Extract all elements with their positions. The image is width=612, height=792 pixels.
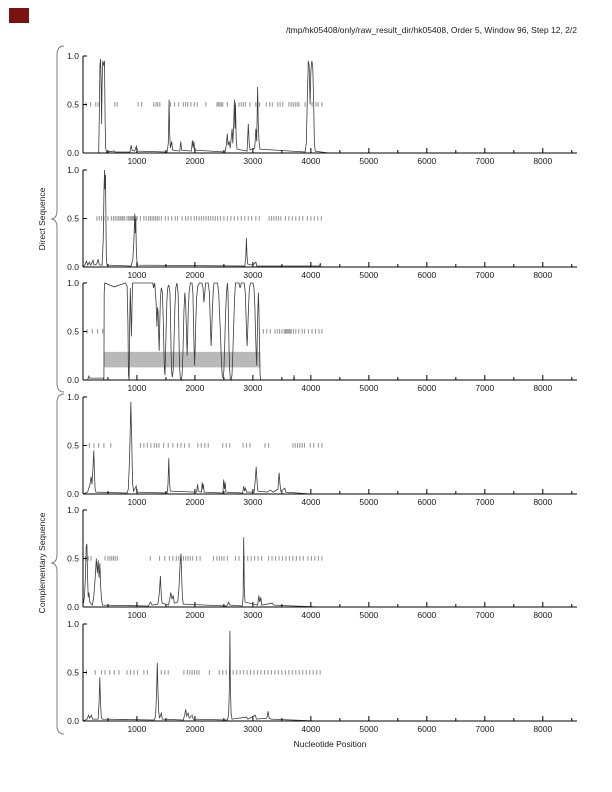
codon-marker-row <box>86 329 323 334</box>
y-tick-label: 0.0 <box>67 716 79 726</box>
x-tick-label: 3000 <box>243 724 262 734</box>
codon-marker-row <box>88 443 323 448</box>
x-tick-label: 5000 <box>359 156 378 166</box>
x-tick-label: 6000 <box>417 724 436 734</box>
x-tick-label: 6000 <box>417 383 436 393</box>
x-tick-label: 3000 <box>243 156 262 166</box>
probability-curve <box>82 401 577 495</box>
probability-curve <box>83 282 577 382</box>
y-tick-label: 1.0 <box>67 392 79 402</box>
x-tick-label: 4000 <box>301 270 320 280</box>
y-tick-label: 0.0 <box>67 489 79 499</box>
x-tick-label: 1000 <box>127 270 146 280</box>
x-tick-label: 8000 <box>533 156 552 166</box>
axes <box>82 396 577 495</box>
x-tick-label: 5000 <box>359 497 378 507</box>
x-tick-label: 3000 <box>243 497 262 507</box>
chart-panel-direct-frame-2: 1.0 0.5 0.0 1000 2000 3000 4000 5000 6000 7000 800… <box>67 165 577 280</box>
x-tick-label: 6000 <box>417 270 436 280</box>
y-tick-label: 0.5 <box>67 327 79 337</box>
y-tick-label: 0.5 <box>67 668 79 678</box>
y-tick-label: 0.5 <box>67 100 79 110</box>
x-tick-label: 2000 <box>185 610 204 620</box>
corner-marker <box>9 8 29 23</box>
y-tick-label: 1.0 <box>67 278 79 288</box>
codon-marker-row <box>85 670 321 675</box>
y-tick-label: 0.5 <box>67 441 79 451</box>
probability-curve <box>82 630 577 722</box>
x-tick-label: 3000 <box>243 383 262 393</box>
x-tick-label: 7000 <box>475 156 494 166</box>
x-tick-label: 1000 <box>127 610 146 620</box>
x-tick-label: 3000 <box>243 270 262 280</box>
axes <box>82 169 577 268</box>
x-tick-label: 8000 <box>533 497 552 507</box>
codon-marker-row <box>96 216 322 221</box>
x-tick-label: 6000 <box>417 610 436 620</box>
chart-panel-direct-frame-1: 1.0 0.5 0.0 1000 2000 3000 4000 5000 6000 7000 800… <box>67 51 577 166</box>
y-tick-label: 1.0 <box>67 51 79 61</box>
x-tick-label: 7000 <box>475 610 494 620</box>
x-tick-label: 1000 <box>127 497 146 507</box>
chart-panel-direct-frame-3: 1.0 0.5 0.0 1000 2000 3000 4000 5000 6000 7000 800… <box>67 278 577 393</box>
probability-curve <box>82 537 577 608</box>
probability-curve <box>83 58 577 154</box>
x-tick-label: 8000 <box>533 610 552 620</box>
x-tick-label: 5000 <box>359 383 378 393</box>
codon-marker-row <box>85 102 323 107</box>
x-tick-label: 8000 <box>533 724 552 734</box>
y-tick-label: 0.0 <box>67 148 79 158</box>
x-tick-label: 8000 <box>533 383 552 393</box>
chart-panel-complementary-frame-3: 1.0 0.5 0.0 1000 2000 3000 4000 5000 6000 7000 800… <box>67 619 577 734</box>
x-tick-label: 6000 <box>417 156 436 166</box>
x-tick-label: 8000 <box>533 270 552 280</box>
probability-curve <box>82 169 577 268</box>
axes <box>82 509 577 608</box>
y-tick-label: 1.0 <box>67 165 79 175</box>
x-tick-label: 1000 <box>127 724 146 734</box>
y-tick-label: 0.5 <box>67 214 79 224</box>
chart-panel-complementary-frame-2: 1.0 0.5 0.0 1000 2000 3000 4000 5000 6000 7000 800… <box>67 505 577 620</box>
y-tick-label: 0.5 <box>67 554 79 564</box>
axes <box>82 55 577 154</box>
codon-marker-row <box>84 556 323 561</box>
x-tick-label: 4000 <box>301 610 320 620</box>
x-tick-label: 6000 <box>417 497 436 507</box>
x-tick-label: 2000 <box>185 383 204 393</box>
x-tick-label: 2000 <box>185 156 204 166</box>
x-tick-label: 4000 <box>301 156 320 166</box>
x-tick-label: 7000 <box>475 270 494 280</box>
x-tick-label: 5000 <box>359 724 378 734</box>
axes <box>82 623 577 722</box>
chart-panel-complementary-frame-1: 1.0 0.5 0.0 1000 2000 3000 4000 5000 6000 7000 800… <box>67 392 577 507</box>
x-tick-label: 3000 <box>243 610 262 620</box>
x-tick-label: 5000 <box>359 270 378 280</box>
y-tick-label: 0.0 <box>67 262 79 272</box>
y-tick-label: 1.0 <box>67 505 79 515</box>
x-tick-label: 5000 <box>359 610 378 620</box>
axes <box>82 282 577 381</box>
y-tick-label: 0.0 <box>67 602 79 612</box>
x-tick-label: 2000 <box>185 497 204 507</box>
y-tick-label: 1.0 <box>67 619 79 629</box>
plot-title: /tmp/hk05408/only/raw_result_dir/hk05408… <box>285 25 577 35</box>
x-tick-label: 4000 <box>301 383 320 393</box>
x-tick-label: 1000 <box>127 383 146 393</box>
y-tick-label: 0.0 <box>67 375 79 385</box>
x-tick-label: 2000 <box>185 724 204 734</box>
x-tick-label: 4000 <box>301 497 320 507</box>
x-tick-label: 2000 <box>185 270 204 280</box>
x-tick-label: 1000 <box>127 156 146 166</box>
x-tick-label: 7000 <box>475 383 494 393</box>
x-tick-label: 4000 <box>301 724 320 734</box>
x-tick-label: 7000 <box>475 724 494 734</box>
x-tick-label: 7000 <box>475 497 494 507</box>
x-axis-label: Nucleotide Position <box>293 739 367 749</box>
